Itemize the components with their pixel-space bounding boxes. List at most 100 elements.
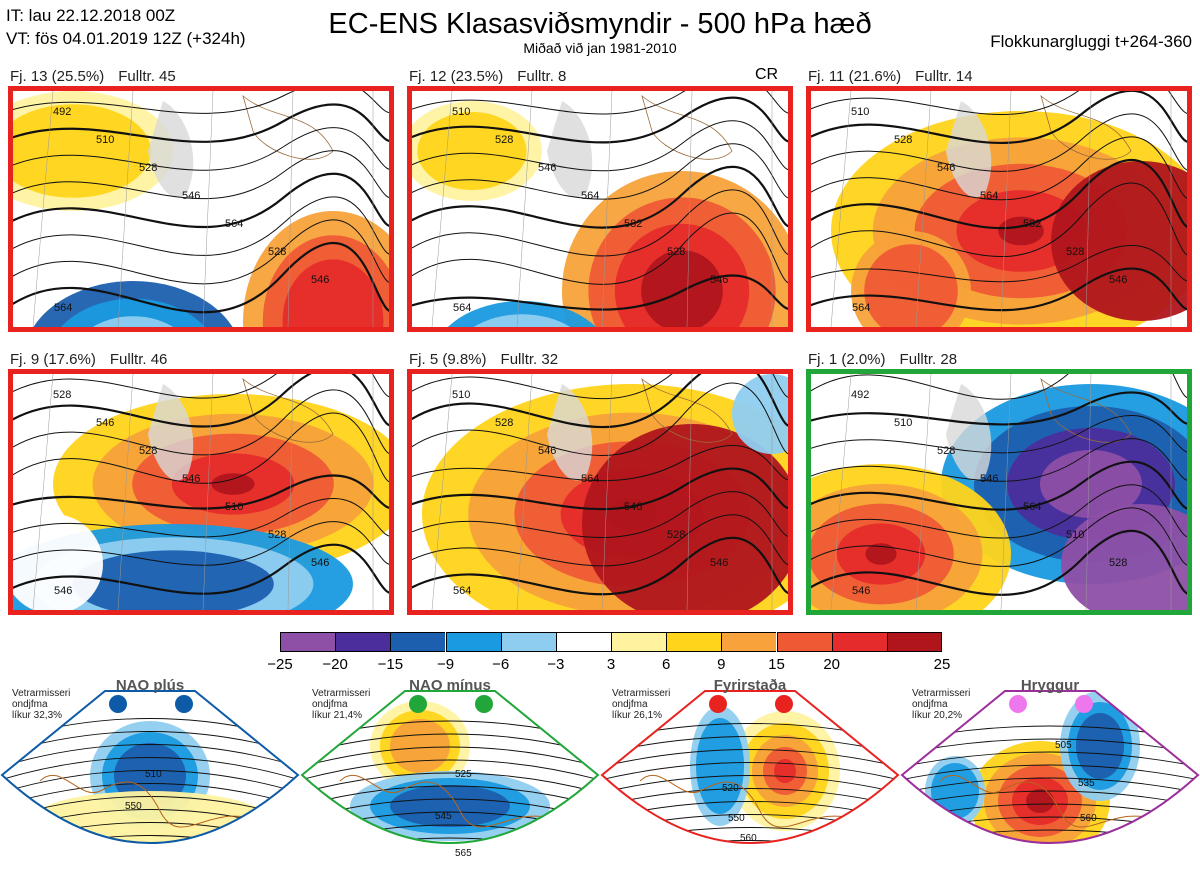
panel-label: Fj. 1 (2.0%) Fulltr. 28 xyxy=(808,351,971,368)
regime-marker-dot xyxy=(709,695,727,713)
contour-label: 564 xyxy=(581,473,599,485)
cluster-map: 510 528 546 564 546 528 546 564 xyxy=(407,369,793,615)
contour-label: 510 xyxy=(96,134,114,146)
colorbar-segment xyxy=(776,632,832,652)
regime-marker-dot xyxy=(1009,695,1027,713)
colorbar-tick-label: 9 xyxy=(717,656,726,673)
regime-note-line: líkur 26,1% xyxy=(612,710,663,721)
anomaly-colorbar xyxy=(280,632,942,652)
regime-note-line: Vetrarmisseri xyxy=(12,688,71,699)
page-subtitle: Miðað við jan 1981-2010 xyxy=(523,40,677,56)
contour-label: 546 xyxy=(538,162,556,174)
contour-label: 582 xyxy=(1023,218,1041,230)
regime-contour-label: 560 xyxy=(740,833,757,844)
representative-member: Fulltr. 28 xyxy=(899,351,958,368)
regime-title: Hryggur xyxy=(1020,677,1080,694)
contour-label: 546 xyxy=(96,417,114,429)
colorbar-segment xyxy=(666,632,722,652)
regime-contour-label: 550 xyxy=(125,801,142,812)
contour-label: 528 xyxy=(937,445,955,457)
contour-label: 528 xyxy=(139,445,157,457)
regime-marker-dot xyxy=(775,695,793,713)
colorbar-tick-label: −3 xyxy=(547,656,565,673)
regime-marker-dot xyxy=(1075,695,1093,713)
contour-label: 564 xyxy=(54,302,72,314)
colorbar-tick-label: −6 xyxy=(492,656,510,673)
colorbar-segment xyxy=(611,632,667,652)
contour-label: 528 xyxy=(139,162,157,174)
contour-label: 546 xyxy=(1109,274,1127,286)
regime-map: 510 550 xyxy=(0,690,300,844)
contour-label: 492 xyxy=(53,106,71,118)
cluster-id: Fj. 9 (17.6%) xyxy=(10,351,96,368)
representative-member: Fulltr. 45 xyxy=(118,68,176,85)
regime-map: 525 545 565 xyxy=(300,690,600,859)
regime-map: 505 535 560 xyxy=(900,690,1200,844)
contour-label: 510 xyxy=(851,106,869,118)
representative-member: Fulltr. 32 xyxy=(500,351,559,368)
colorbar-tick-label: −15 xyxy=(377,656,404,673)
regime-probability-note: Vetrarmisseri ondjfma líkur 21,4% xyxy=(312,688,370,721)
contour-label: 528 xyxy=(1109,557,1127,569)
regime-contour-label: 560 xyxy=(1080,813,1097,824)
regime-contour-label: 510 xyxy=(145,769,162,780)
cluster-id: Fj. 1 (2.0%) xyxy=(808,351,886,368)
panel-label: Fj. 11 (21.6%) Fulltr. 14 xyxy=(808,68,987,85)
regime-contour-label: 505 xyxy=(1055,740,1072,751)
regime-contour-label: 550 xyxy=(728,813,745,824)
contour-label: 564 xyxy=(581,190,599,202)
cluster-map: 510 528 546 564 582 528 546 564 xyxy=(407,86,793,332)
contour-label: 510 xyxy=(894,417,912,429)
cluster-id: Fj. 13 (25.5%) xyxy=(10,68,105,85)
contour-label: 528 xyxy=(894,134,912,146)
regime-title: NAO plús xyxy=(115,677,185,694)
contour-label: 510 xyxy=(1066,529,1084,541)
regime-marker-dot xyxy=(175,695,193,713)
regime-note-line: líkur 20,2% xyxy=(912,710,963,721)
regime-contour-label: 565 xyxy=(455,848,472,859)
panel-label: Fj. 9 (17.6%) Fulltr. 46 xyxy=(10,351,181,368)
regime-marker-dot xyxy=(475,695,493,713)
contour-label: 546 xyxy=(538,445,556,457)
colorbar-tick-label: −9 xyxy=(436,656,455,673)
header-info: IT: lau 22.12.2018 00Z VT: fös 04.01.201… xyxy=(6,4,246,50)
regime-contour-label: 520 xyxy=(722,783,739,794)
colorbar-tick-label: 25 xyxy=(933,656,951,673)
colorbar-segment xyxy=(886,632,942,652)
contour-label: 546 xyxy=(852,585,870,597)
cluster-map: 492 510 528 546 564 528 546 564 xyxy=(8,86,394,332)
colorbar-segment xyxy=(555,632,611,652)
cluster-map: 492 510 528 546 564 510 528 546 xyxy=(806,369,1192,615)
colorbar-segment xyxy=(335,632,391,652)
page-title: EC-ENS Klasasviðsmyndir - 500 hPa hæð xyxy=(328,8,872,40)
regime-note-line: líkur 32,3% xyxy=(12,710,63,721)
panel-label: Fj. 5 (9.8%) Fulltr. 32 xyxy=(409,351,572,368)
cluster-id: Fj. 11 (21.6%) xyxy=(808,68,902,85)
colorbar-tick-label: −20 xyxy=(322,656,348,673)
contour-label: 546 xyxy=(311,274,329,286)
colorbar-segment xyxy=(445,632,501,652)
contour-label: 528 xyxy=(268,246,286,258)
contour-label: 564 xyxy=(453,302,471,314)
contour-label: 546 xyxy=(182,473,200,485)
representative-member: Fulltr. 14 xyxy=(915,68,973,85)
contour-label: 492 xyxy=(851,389,869,401)
contour-label: 528 xyxy=(1066,246,1084,258)
cluster-id: Fj. 12 (23.5%) xyxy=(409,68,504,85)
contour-label: 510 xyxy=(452,106,470,118)
contour-label: 528 xyxy=(53,389,71,401)
colorbar-segment xyxy=(500,632,556,652)
regime-title: Fyrirstaða xyxy=(713,677,787,694)
contour-label: 510 xyxy=(452,389,470,401)
regime-map: 520 550 560 xyxy=(600,690,900,844)
representative-member: Fulltr. 46 xyxy=(109,351,168,368)
colorbar-segment xyxy=(390,632,446,652)
contour-label: 582 xyxy=(624,218,642,230)
contour-label: 546 xyxy=(624,501,642,513)
contour-label: 564 xyxy=(1023,501,1041,513)
contour-label: 546 xyxy=(937,162,955,174)
contour-label: 564 xyxy=(852,302,870,314)
colorbar-tick-label: 3 xyxy=(606,656,616,673)
colorbar-tick-label: 20 xyxy=(823,656,840,673)
panel-label: Fj. 13 (25.5%) Fulltr. 45 xyxy=(10,68,190,85)
